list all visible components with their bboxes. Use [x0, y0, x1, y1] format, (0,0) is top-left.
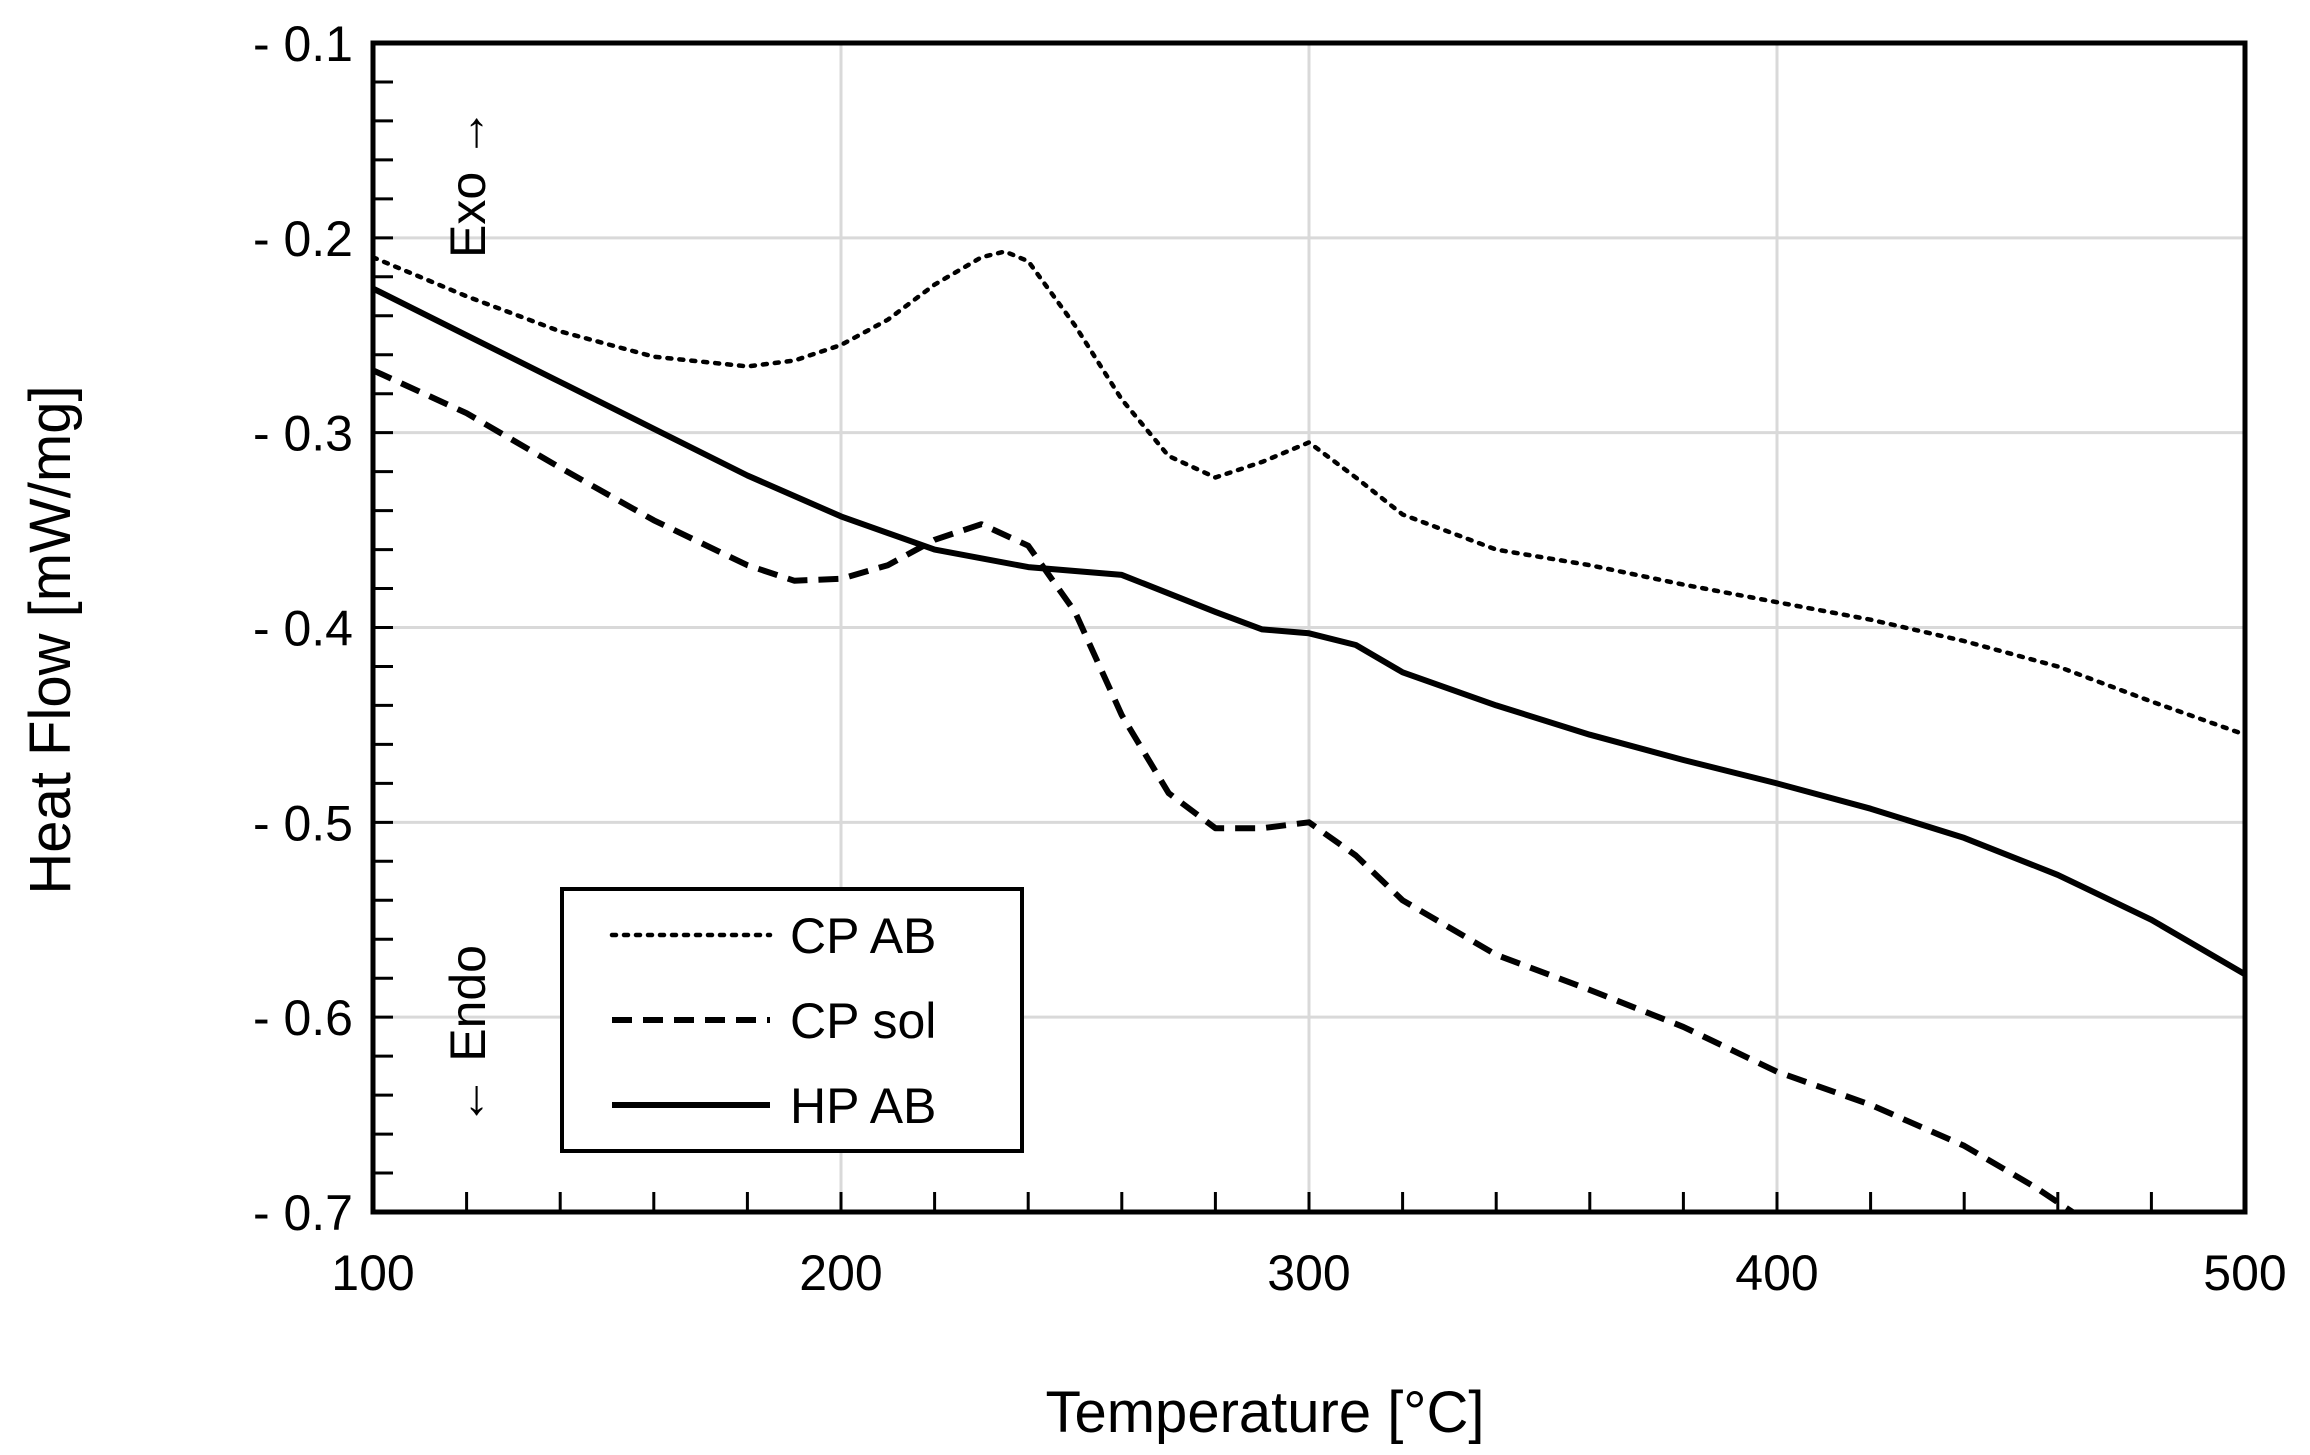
x-tick-label: 200 — [799, 1245, 882, 1301]
legend: CP AB CP sol HP AB — [560, 887, 1024, 1153]
y-tick-label: - 0.5 — [253, 795, 353, 851]
x-tick-label: 500 — [2203, 1245, 2286, 1301]
y-tick-label: - 0.4 — [253, 601, 353, 657]
series-line-cp-ab — [373, 249, 2245, 737]
y-tick-label: - 0.1 — [253, 16, 353, 72]
x-tick-label: 100 — [331, 1245, 414, 1301]
y-tick-label: - 0.3 — [253, 406, 353, 462]
y-axis-title: Heat Flow [mW/mg] — [18, 385, 83, 894]
x-tick-label: 400 — [1735, 1245, 1818, 1301]
y-tick-label: - 0.7 — [253, 1185, 353, 1241]
y-tick-labels: - 0.1 - 0.2 - 0.3 - 0.4 - 0.5 - 0.6 - 0.7 — [253, 16, 353, 1241]
series-line-hp-ab — [373, 285, 2245, 977]
y-tick-label: - 0.2 — [253, 211, 353, 267]
legend-label-hp-ab: HP AB — [790, 1078, 936, 1134]
minor-ticks — [371, 41, 2247, 1214]
x-tick-labels: 100 200 300 400 500 — [331, 1245, 2286, 1301]
legend-label-cp-sol: CP sol — [790, 993, 936, 1049]
x-axis-title: Temperature [°C] — [1045, 1380, 1484, 1445]
legend-label-cp-ab: CP AB — [790, 908, 936, 964]
exo-annotation: Exo → — [440, 108, 496, 258]
y-tick-label: - 0.6 — [253, 990, 353, 1046]
series-layer — [373, 249, 2245, 1212]
x-tick-label: 300 — [1267, 1245, 1350, 1301]
endo-annotation: ← Endo — [440, 945, 496, 1126]
series-line-cp-sol — [373, 367, 2078, 1212]
